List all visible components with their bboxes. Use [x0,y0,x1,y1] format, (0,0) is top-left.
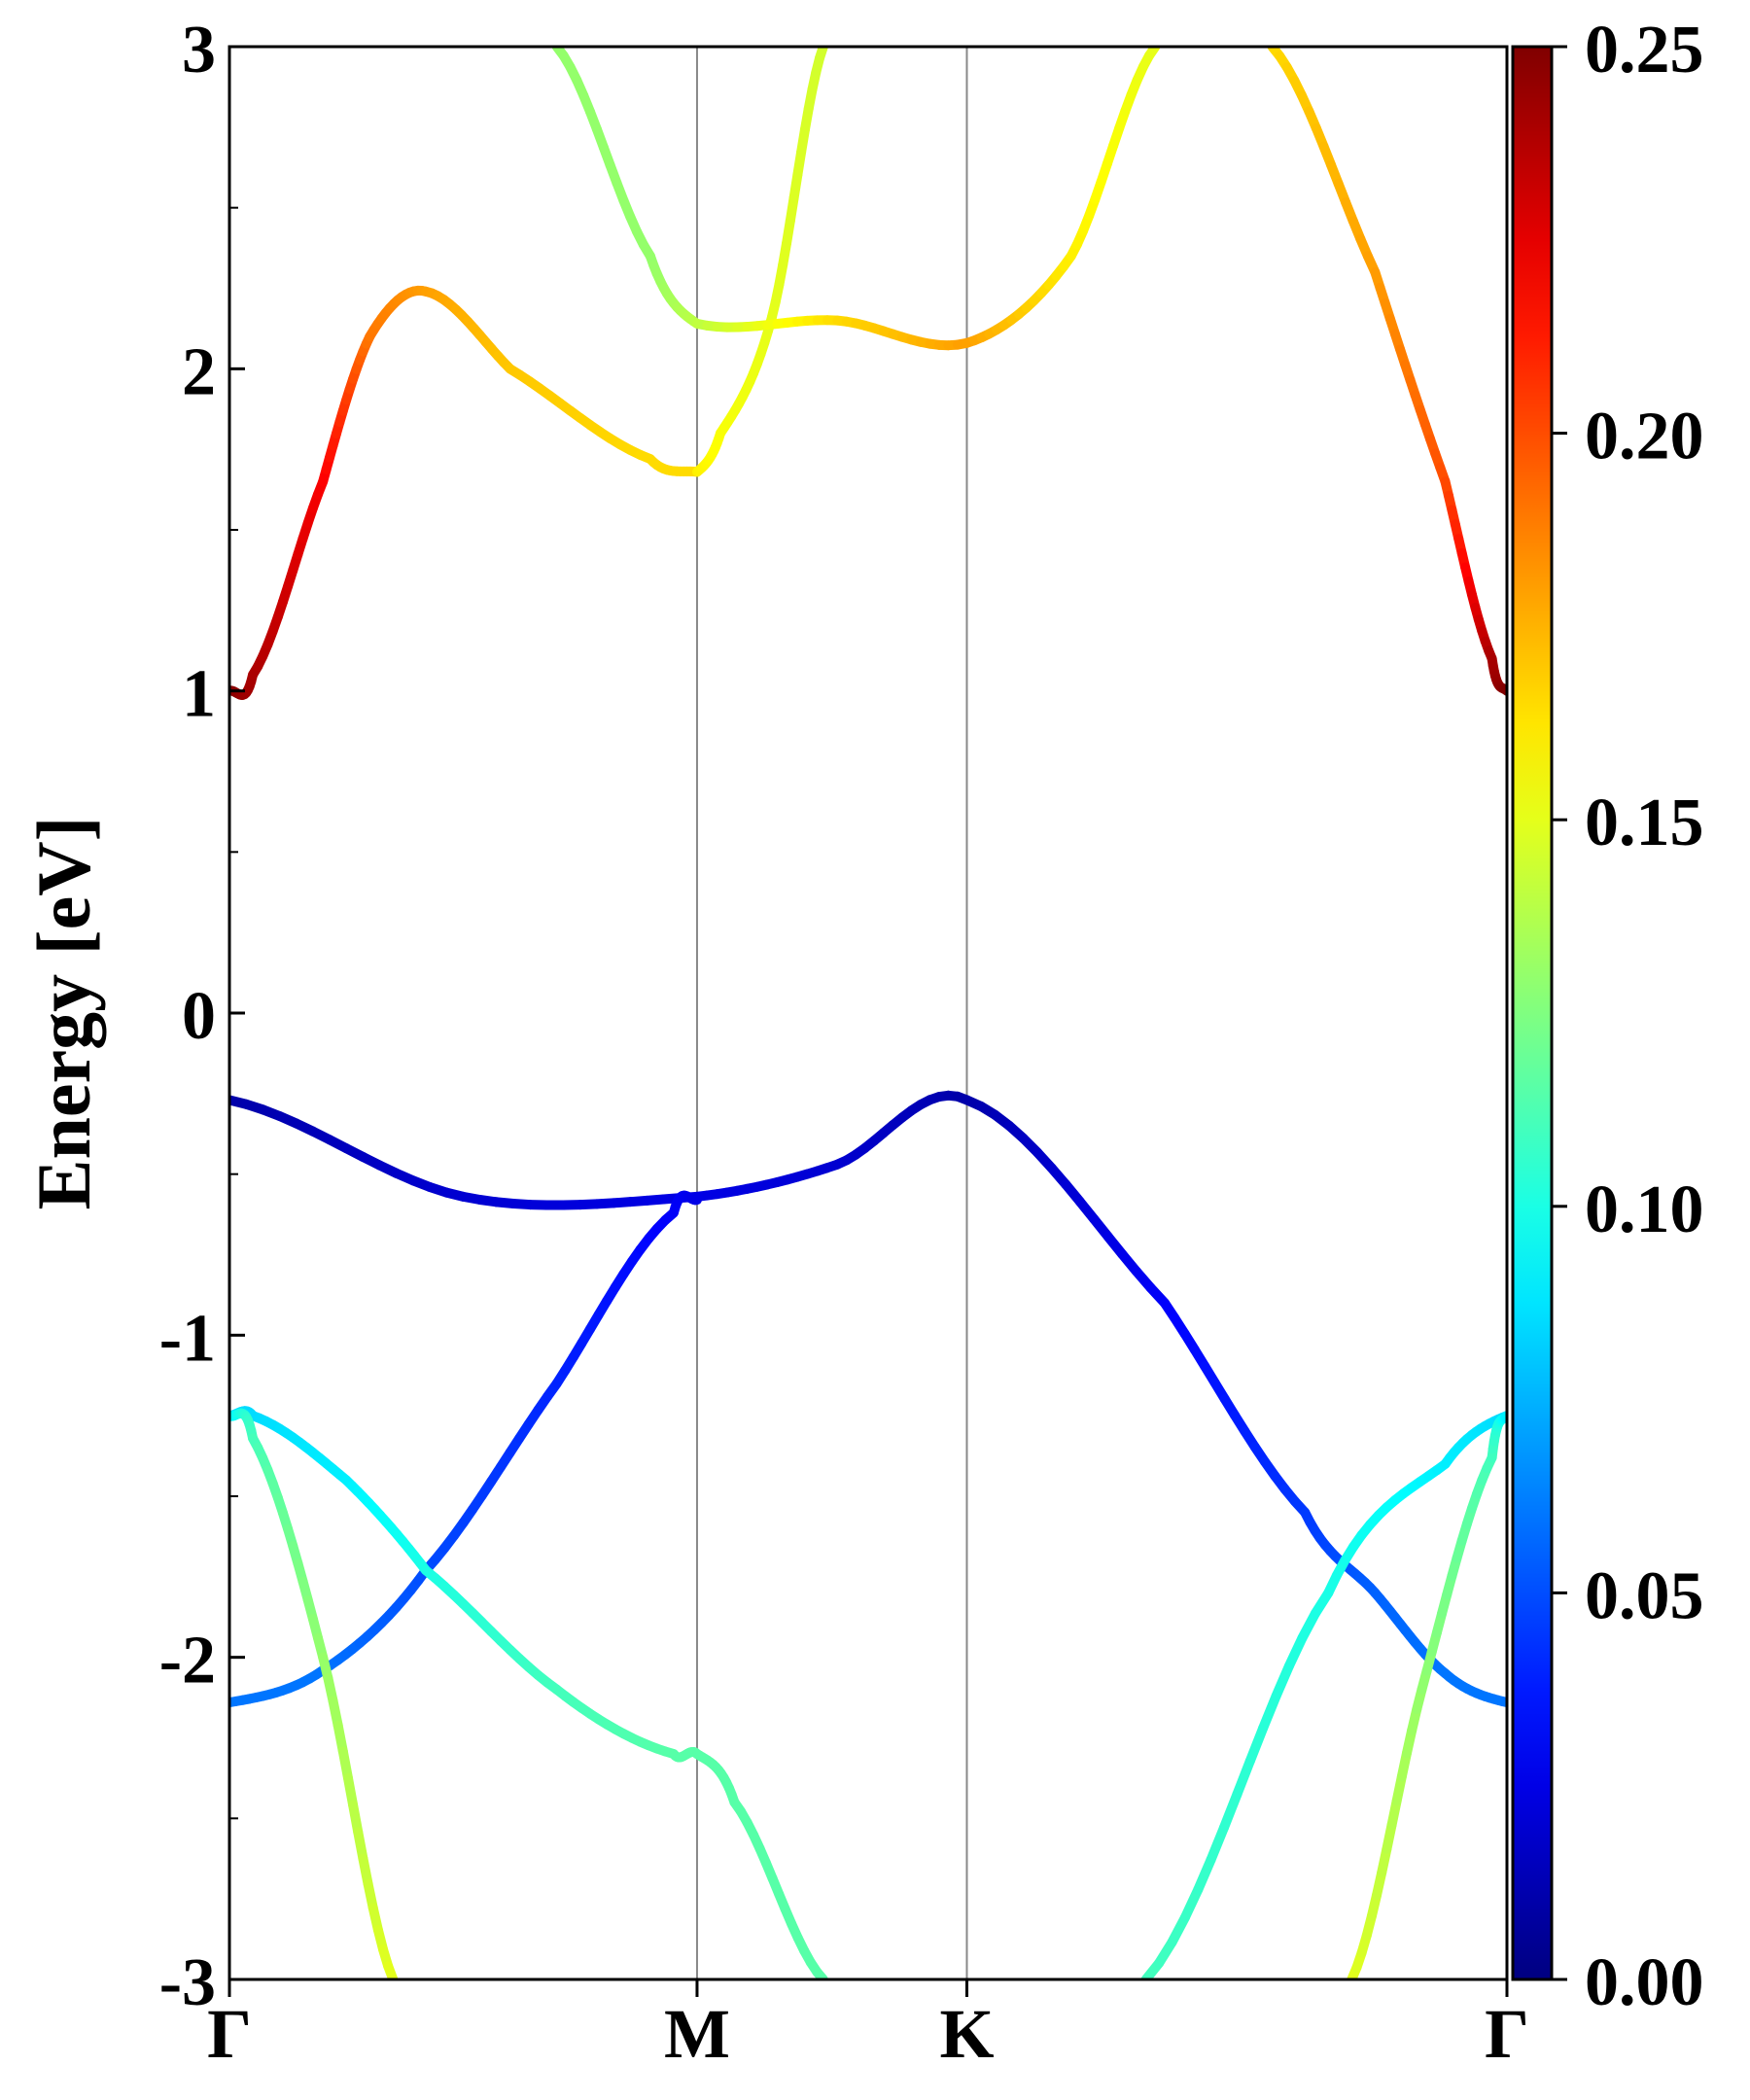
x-tick-label: K [939,1995,994,2073]
band-2 [229,1406,828,1979]
colorbar-gradient [1511,45,1554,1981]
band-segment [1219,1789,1242,1833]
band-8 [551,47,1161,351]
colorbar-tick-label: 0.20 [1585,400,1704,474]
band-5 [1347,1411,1507,1979]
band-segment [1244,1723,1269,1767]
band-segment [1144,47,1161,61]
y-tick-label: 2 [182,334,216,409]
band-0 [229,1090,1507,1708]
band-segment [815,47,828,63]
colorbar-tick-label: 0.10 [1585,1172,1704,1247]
y-tick-label: 1 [182,657,216,732]
band-segment [1193,1854,1216,1895]
x-tick-label: Γ [207,1995,252,2073]
bands-group [229,47,1507,1979]
band-segment [1179,1884,1204,1923]
band-segment [1284,1632,1308,1671]
colorbar: 0.00 0.05 0.10 0.15 0.20 0.25 [1511,13,1704,2020]
band-segment [1232,1756,1255,1800]
band-9 [1267,47,1507,696]
y-tick-label: 0 [182,979,216,1054]
y-axis: -3 -2 -1 0 1 2 3 [159,13,245,2020]
x-tick-label: M [664,1995,730,2073]
colorbar-tick-label: 0.25 [1585,13,1704,88]
x-tick-label: Γ [1485,1995,1529,2073]
y-tick-label: 3 [182,13,216,88]
band-segment [1258,1691,1281,1733]
band-segment [1271,1661,1295,1701]
y-tick-label: -1 [159,1301,216,1376]
band-segment [383,1961,399,1979]
band-segment [1206,1822,1230,1865]
band-4 [1140,1411,1507,1979]
y-axis-title: Energy [eV] [21,816,106,1209]
band-7 [691,47,828,477]
colorbar-ticks: 0.00 0.05 0.10 0.15 0.20 0.25 [1552,13,1704,2020]
band-1 [229,1190,702,1708]
plot-frame [228,45,1509,1981]
band-6 [229,285,702,700]
high-symmetry-lines [695,47,968,1979]
colorbar-tick-label: 0.05 [1585,1558,1704,1633]
y-tick-label: -3 [159,1945,216,2020]
y-tick-label: -2 [159,1624,216,1698]
colorbar-tick-label: 0.15 [1585,786,1704,860]
band-3 [229,1408,399,1979]
colorbar-tick-label: 0.00 [1585,1945,1704,2020]
